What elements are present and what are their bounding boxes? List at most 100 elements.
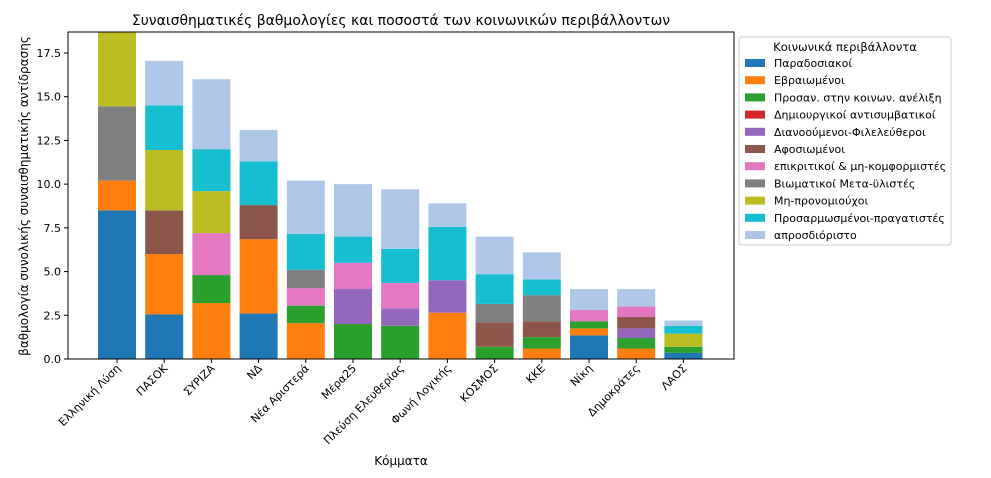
bar-segment — [381, 308, 420, 326]
y-axis-label: βαθμολογία συνολικής συναισθηματικής αντ… — [17, 36, 31, 356]
x-tick-label: Νίκη — [568, 362, 595, 389]
bar-segment — [522, 348, 561, 359]
bar-segment — [617, 328, 656, 339]
bar-segment — [98, 32, 136, 107]
x-tick-label: ΝΔ — [244, 362, 265, 383]
y-axis: 0.0 2.5 5.0 7.5 10.0 12.5 15.0 17.5 — [37, 47, 68, 366]
bar-segment — [570, 310, 608, 322]
bar-segment — [239, 205, 278, 240]
bar-segment — [98, 106, 136, 181]
y-tick-label: 0.0 — [44, 353, 62, 366]
bar-segment — [570, 335, 608, 359]
bar-segment — [570, 321, 608, 329]
legend-swatch — [745, 76, 765, 85]
bar-segment — [475, 303, 514, 323]
bar-segment — [664, 333, 703, 347]
bar-segment — [570, 289, 608, 311]
legend-frame — [738, 36, 952, 246]
bar-segment — [475, 274, 514, 304]
bar-segment — [617, 348, 656, 359]
bar-segment — [145, 150, 184, 211]
bar-segment — [239, 313, 278, 359]
legend-swatch — [745, 231, 765, 239]
bar-segment — [286, 305, 325, 324]
y-tick-label: 5.0 — [44, 266, 62, 279]
legend-entry-label: Προσαν. στην κοινων. ανέλιξη — [774, 91, 942, 104]
bar-segment — [428, 280, 467, 313]
bar-segment — [145, 60, 184, 106]
bar-segment — [617, 338, 656, 349]
bar-segment — [428, 226, 467, 281]
bar-segment — [522, 321, 561, 338]
legend-title: Κοινωνικά περιβάλλοντα — [773, 40, 917, 54]
y-tick-label: 15.0 — [37, 91, 62, 104]
legend-swatch — [745, 196, 765, 205]
legend-swatch — [745, 110, 765, 119]
y-tick-label: 17.5 — [37, 47, 62, 60]
plot-area-frame — [67, 31, 735, 360]
bar-segment — [239, 129, 278, 162]
bar-segment — [192, 303, 231, 359]
legend-swatch — [745, 127, 765, 136]
bar-segment — [522, 295, 561, 322]
x-tick-label: ΚΟΣΜΟΣ — [458, 362, 501, 405]
bar-segment — [145, 105, 184, 151]
bar-segment — [381, 248, 420, 283]
x-tick-label: Ελληνική Λύση — [56, 362, 123, 429]
bar-segment — [617, 289, 656, 307]
x-tick-label: ΠΑΣΟΚ — [134, 361, 171, 398]
bar-segment — [98, 180, 136, 211]
x-tick-label: ΣΥΡΙΖΑ — [181, 362, 218, 399]
y-tick-label: 12.5 — [37, 134, 62, 147]
bar-segment — [475, 346, 514, 359]
legend-swatch — [745, 59, 765, 67]
bar-segment — [428, 203, 467, 227]
legend-entry-label: επικριτικοί & μη-κομφορμιστές — [774, 160, 946, 173]
bars-group — [98, 32, 703, 359]
bar-segment — [192, 149, 231, 192]
bar-segment — [334, 262, 372, 290]
bar-segment — [145, 210, 184, 255]
bar-segment — [617, 306, 656, 318]
chart-title: Συναισθηματικές βαθμολογίες και ποσοστά … — [132, 13, 670, 29]
bar-segment — [570, 328, 608, 336]
bar-segment — [522, 279, 561, 296]
bar-segment — [664, 320, 703, 326]
legend-entry-label: απροσδιόριστο — [774, 229, 857, 242]
bar-segment — [192, 233, 231, 276]
bar-segment — [475, 236, 514, 275]
bar-segment — [286, 269, 325, 289]
legend-entry-label: Παραδοσιακοί — [774, 57, 852, 70]
x-tick-label: Πλεύση Ελευθερίας — [321, 362, 406, 447]
bar-segment — [381, 282, 420, 309]
bar-segment — [286, 323, 325, 359]
legend-swatch — [745, 93, 765, 102]
x-tick-label: Μέρα25 — [319, 362, 359, 402]
legend-entry-label: Αφοσιωμένοι — [774, 143, 845, 156]
legend-entry-label: Εβραιωμένοι — [774, 74, 845, 87]
legend-swatch — [745, 179, 765, 188]
bar-segment — [145, 254, 184, 315]
x-axis-label: Κόμματα — [374, 454, 428, 468]
bar-segment — [664, 352, 703, 359]
legend-swatch — [745, 162, 765, 171]
y-tick-label: 10.0 — [37, 178, 62, 191]
bar-segment — [286, 288, 325, 306]
legend-swatch — [745, 213, 765, 222]
y-tick-label: 7.5 — [44, 222, 62, 235]
legend-entry-label: Βιωματικοί Μετα-ϋλιστές — [774, 177, 915, 190]
bar-segment — [98, 210, 136, 359]
legend-entry-label: Μη-προνομιούχοι — [774, 195, 869, 208]
bar-segment — [192, 191, 231, 234]
bar-segment — [475, 322, 514, 347]
bar-segment — [428, 312, 467, 359]
bar-segment — [145, 314, 184, 359]
legend-entry-label: Προσαρμωσμένοι-πραγατιστές — [774, 212, 945, 225]
bar-segment — [286, 180, 325, 234]
bar-segment — [381, 325, 420, 359]
bar-segment — [286, 233, 325, 270]
legend-items: Παραδοσιακοί Εβραιωμένοι Προσαν. στην κοιν… — [745, 57, 946, 242]
